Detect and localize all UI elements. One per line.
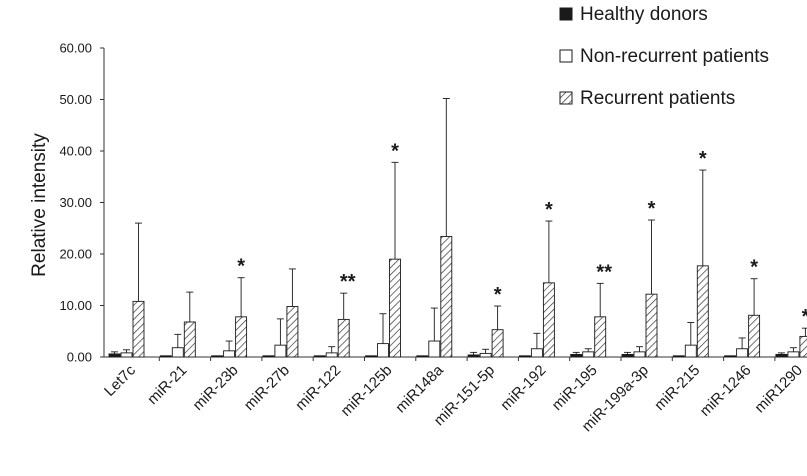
y-tick-label: 60.00: [59, 41, 92, 56]
significance-marker: *: [237, 256, 245, 278]
legend-swatch: [559, 91, 573, 105]
bar: [594, 316, 607, 358]
bar: [440, 236, 453, 358]
significance-marker: *: [750, 257, 758, 279]
bar: [542, 282, 555, 358]
bar: [684, 344, 697, 358]
bar: [582, 351, 595, 358]
significance-marker: *: [494, 284, 502, 306]
bar: [775, 353, 788, 358]
y-tick-label: 50.00: [59, 92, 92, 107]
y-tick-label: 30.00: [59, 195, 92, 210]
bar: [132, 300, 145, 358]
x-tick-label: miR-1246: [697, 362, 755, 420]
legend-label: Recurrent patients: [580, 88, 735, 109]
y-axis-label: Relative intensity: [29, 133, 50, 277]
bar: [787, 351, 800, 358]
bar: [467, 354, 480, 358]
bar: [325, 352, 338, 358]
bar: [223, 350, 236, 358]
bar: [108, 353, 121, 358]
bar: [645, 293, 658, 358]
bar: [120, 352, 133, 358]
bar: [235, 316, 248, 358]
bar: [748, 314, 761, 358]
significance-marker: *: [699, 148, 707, 170]
bar: [171, 347, 184, 358]
bar: [274, 344, 287, 358]
bar: [530, 348, 543, 358]
bar: [570, 353, 583, 358]
x-tick-label: miR-27b: [241, 362, 293, 414]
significance-marker: **: [596, 261, 612, 283]
legend-label: Healthy donors: [580, 4, 708, 25]
bar: [428, 340, 441, 358]
bar: [696, 265, 709, 358]
significance-marker: **: [802, 306, 807, 328]
significance-marker: **: [340, 271, 356, 293]
x-tick-label: miR1290: [751, 362, 805, 416]
bar: [377, 343, 389, 358]
bar: [389, 258, 401, 358]
significance-marker: *: [391, 140, 399, 162]
bar: [491, 329, 504, 358]
x-tick-label: miR-125b: [338, 362, 396, 420]
legend-label: Non-recurrent patients: [580, 46, 769, 67]
bar: [479, 352, 492, 358]
significance-marker: *: [648, 198, 656, 220]
significance-marker: *: [545, 199, 553, 221]
bar: [633, 351, 646, 358]
x-tick-label: miR-21: [144, 362, 190, 408]
legend-swatch: [559, 49, 573, 63]
x-tick-label: miR-122: [292, 362, 344, 414]
x-tick-label: Let7c: [101, 361, 139, 399]
x-tick-label: miR-195: [549, 362, 601, 414]
bar: [286, 306, 299, 358]
bar: [337, 318, 350, 358]
y-tick-label: 20.00: [59, 247, 92, 262]
y-tick-label: 0.00: [67, 350, 92, 365]
x-tick-label: miR-192: [497, 362, 549, 414]
y-tick-label: 10.00: [59, 298, 92, 313]
bar: [736, 348, 749, 358]
bar: [799, 335, 807, 358]
x-tick-label: miR-215: [651, 362, 703, 414]
x-tick-label: miR-23b: [190, 362, 242, 414]
legend: Healthy donors Non-recurrent patients Recu…: [559, 4, 769, 109]
legend-swatch: [559, 7, 573, 21]
y-tick-label: 40.00: [59, 144, 92, 159]
bar: [183, 321, 196, 358]
bar: [621, 353, 634, 358]
